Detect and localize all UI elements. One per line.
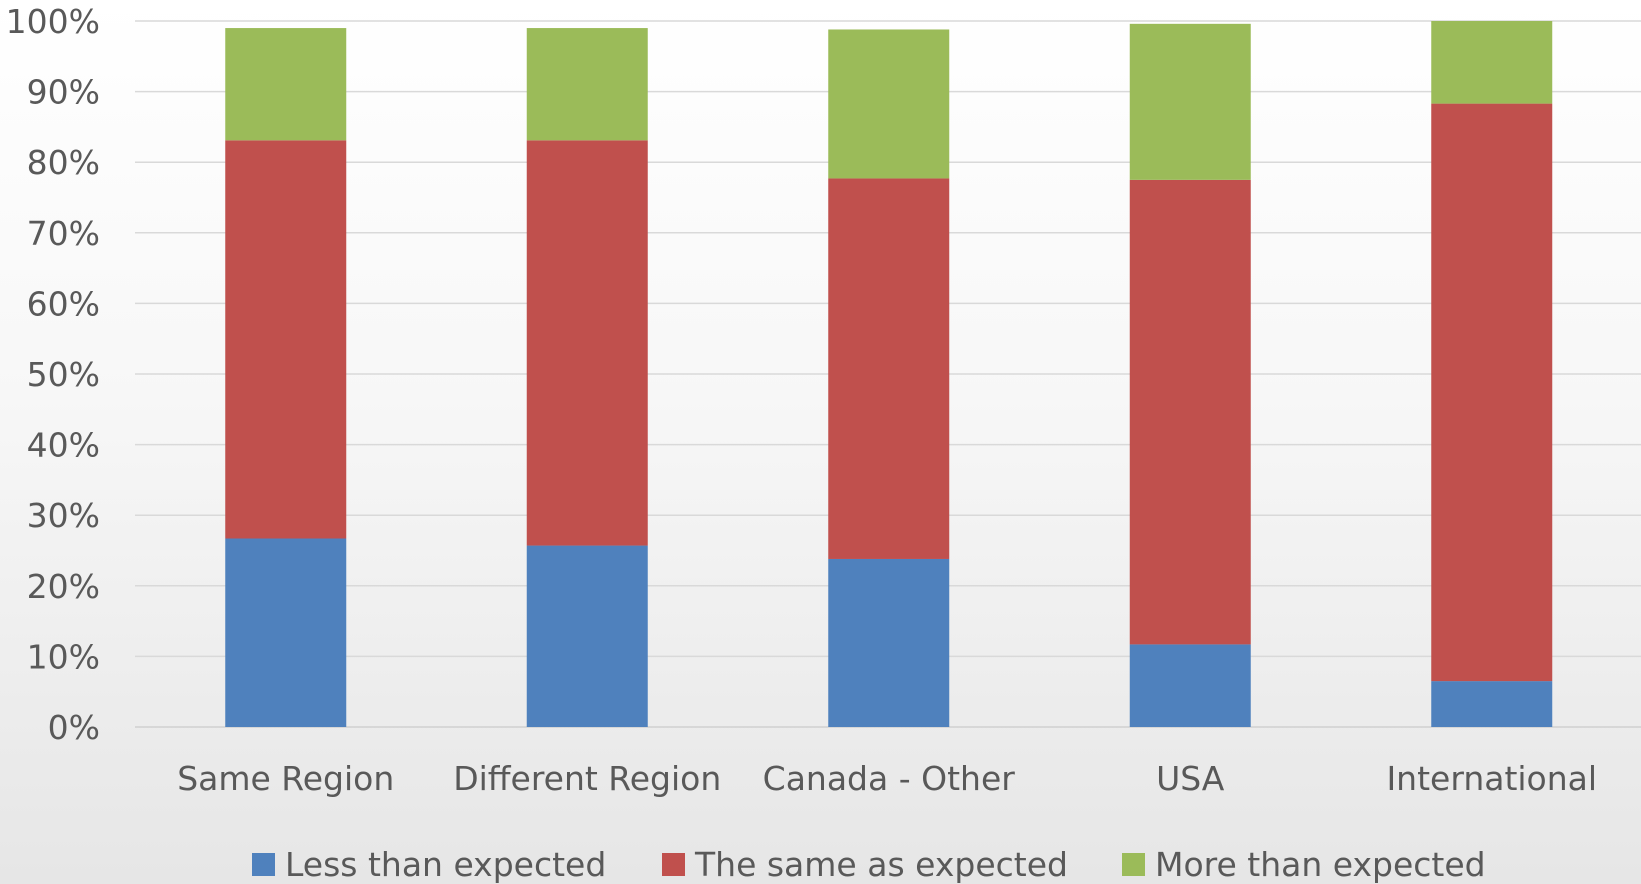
- bar-segment: [1431, 21, 1553, 104]
- y-tick-label: 0%: [48, 708, 100, 747]
- y-tick-label: 20%: [27, 567, 100, 606]
- legend-label: The same as expected: [694, 845, 1068, 884]
- y-tick-label: 70%: [27, 214, 100, 253]
- bar-segment: [1129, 179, 1251, 645]
- bar-segment: [225, 538, 347, 727]
- bar-segment: [1431, 103, 1553, 682]
- bar-segment: [828, 178, 950, 559]
- bar-segment: [1431, 681, 1553, 727]
- legend-swatch: [1122, 853, 1145, 876]
- y-tick-label: 80%: [27, 143, 100, 182]
- x-category-label: Same Region: [177, 759, 394, 798]
- y-tick-label: 30%: [27, 496, 100, 535]
- legend: Less than expected The same as expected Mo…: [252, 845, 1486, 884]
- legend-label: Less than expected: [285, 845, 606, 884]
- bar-segment: [225, 28, 347, 141]
- bar-segment: [1129, 23, 1251, 180]
- bar-segment: [526, 545, 648, 727]
- x-axis-category-labels: Same Region Different Region Canada - Othe…: [177, 759, 1597, 798]
- bars: [225, 21, 1553, 727]
- y-tick-label: 90%: [27, 73, 100, 112]
- x-category-label: Canada - Other: [763, 759, 1016, 798]
- legend-label: More than expected: [1155, 845, 1486, 884]
- bar-segment: [526, 28, 648, 141]
- y-tick-label: 50%: [27, 355, 100, 394]
- bar-segment: [526, 140, 648, 546]
- y-tick-label: 60%: [27, 284, 100, 323]
- y-tick-label: 40%: [27, 426, 100, 465]
- bar-segment: [828, 29, 950, 179]
- x-category-label: USA: [1156, 759, 1225, 798]
- x-category-label: International: [1386, 759, 1597, 798]
- x-category-label: Different Region: [453, 759, 721, 798]
- y-tick-label: 100%: [6, 2, 100, 41]
- bar-segment: [1129, 644, 1251, 727]
- bar-segment: [225, 140, 347, 539]
- y-axis-tick-labels: 0% 10% 20% 30% 40% 50% 60% 70% 80% 90% 100%: [6, 2, 100, 747]
- bar-segment: [828, 558, 950, 727]
- legend-swatch: [252, 853, 275, 876]
- y-tick-label: 10%: [27, 637, 100, 676]
- legend-swatch: [662, 853, 685, 876]
